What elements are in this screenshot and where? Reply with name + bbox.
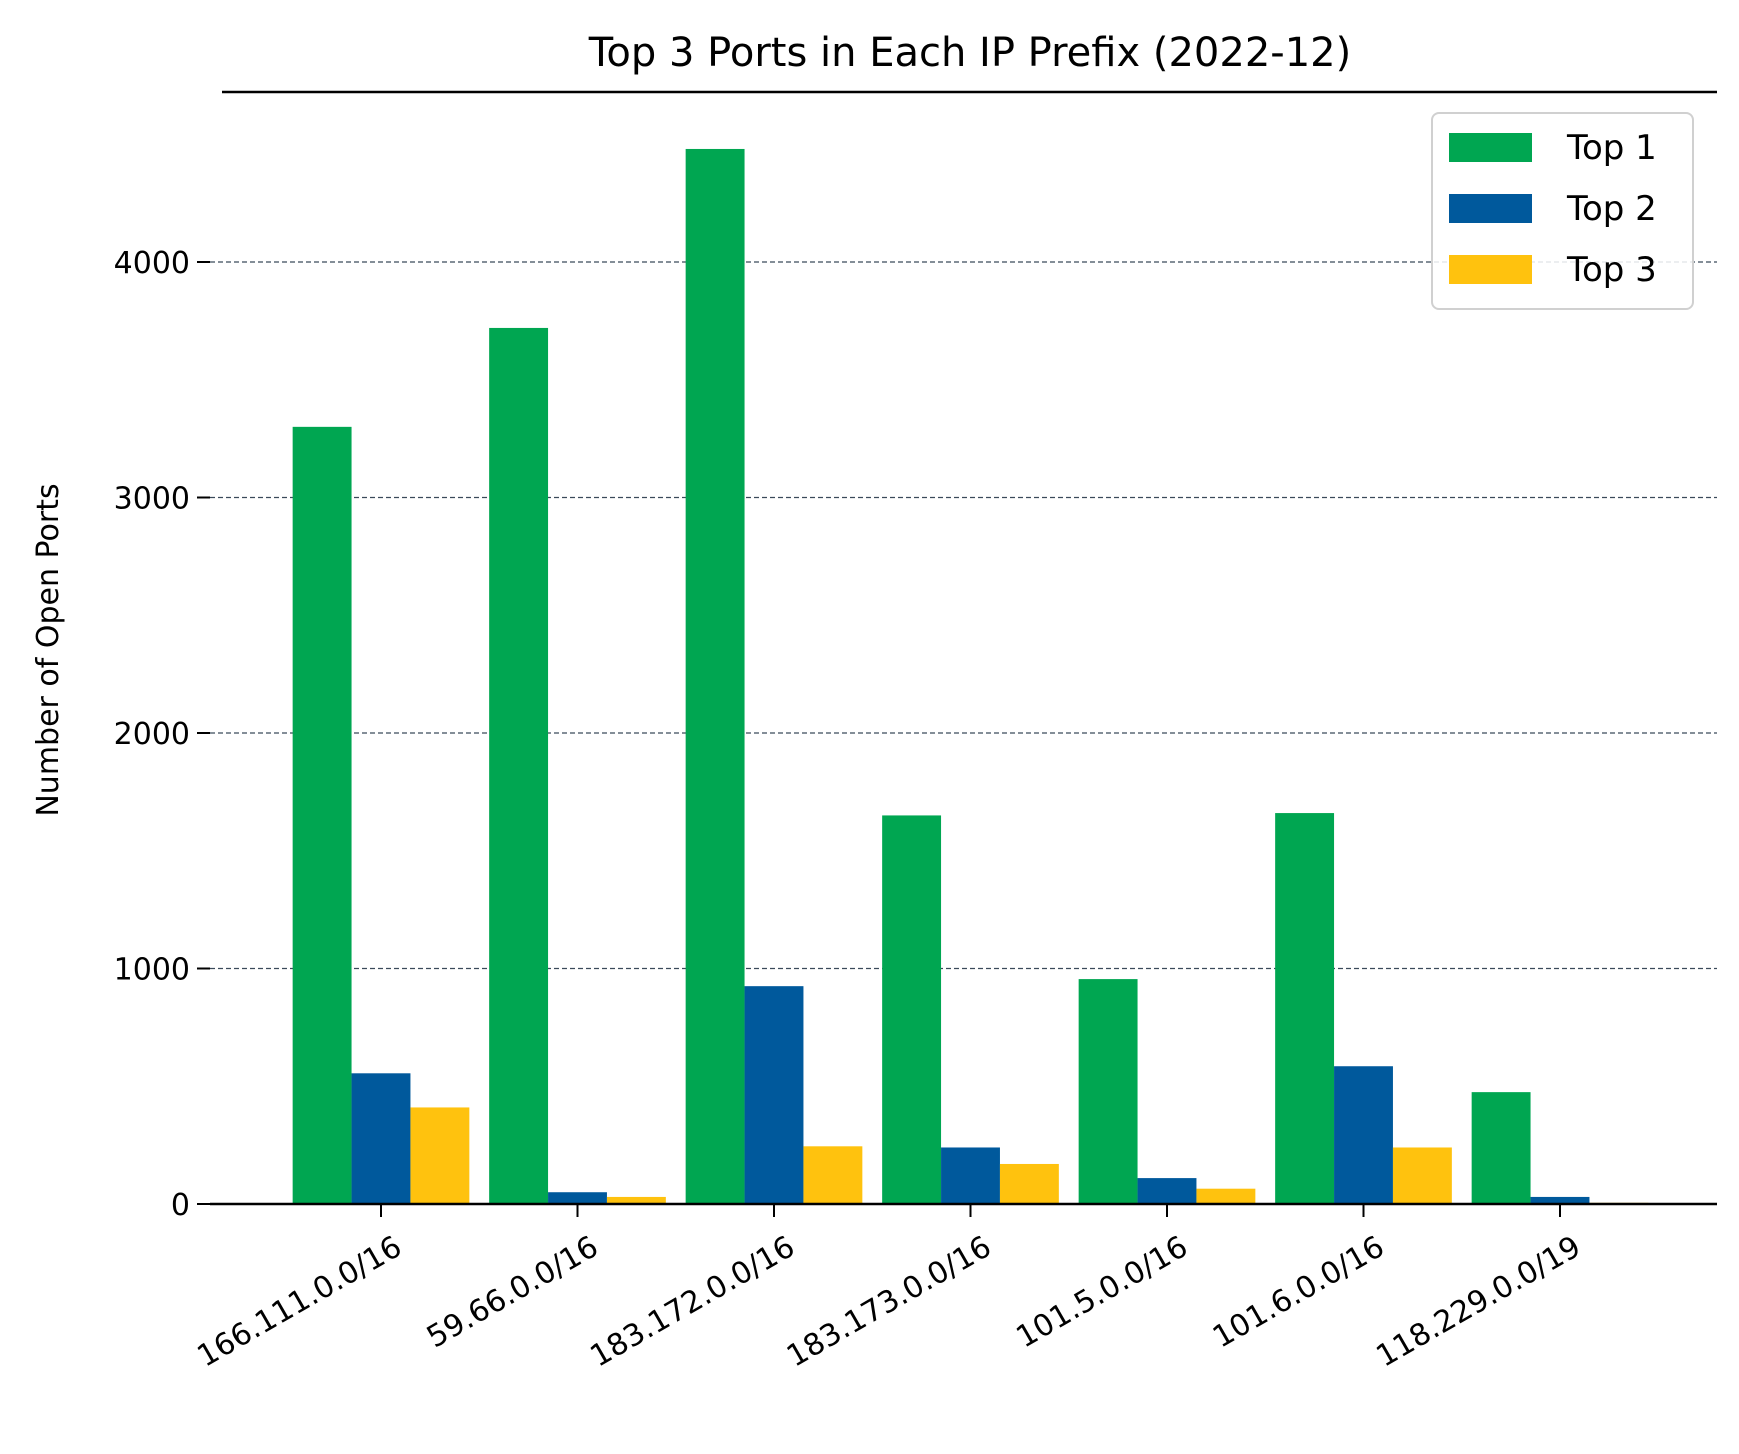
x-tick-label: 118.229.0.0/19 [1370,1229,1586,1374]
bar-top-3 [999,1163,1059,1204]
bar-top-1 [1275,813,1335,1204]
x-tick-label: 166.111.0.0/16 [191,1229,407,1374]
bar-top-1 [685,148,745,1205]
legend-label: Top 3 [1566,250,1657,290]
x-tick-label: 183.172.0.0/16 [584,1229,800,1374]
y-tick-label: 0 [171,1188,190,1223]
bar-top-1 [1471,1092,1531,1204]
y-tick-label: 4000 [114,246,190,281]
legend-label: Top 2 [1566,189,1657,229]
x-tick-label: 101.5.0.0/16 [1011,1229,1194,1355]
bar-top-2 [744,986,804,1204]
legend-swatch [1449,194,1532,223]
legend-label: Top 1 [1566,128,1657,168]
y-axis-label: Number of Open Ports [31,483,66,816]
x-tick-label: 183.173.0.0/16 [781,1229,997,1374]
bar-top-2 [1137,1178,1197,1204]
bar-top-3 [1196,1188,1256,1204]
bar-top-2 [1334,1066,1393,1204]
bar-top-3 [1392,1147,1452,1204]
legend: Top 1 Top 2 Top 3 [1431,112,1694,310]
bar-top-2 [548,1192,607,1204]
axis-layer: 0 1000 2000 3000 4000 166.111.0.0/16 59.66.0.0… [114,246,1717,1374]
bar-layer [292,148,1649,1205]
chart-title: Top 3 Ports in Each IP Prefix (2022-12) [588,30,1351,76]
bar-top-2 [351,1073,411,1204]
y-tick-label: 1000 [114,953,190,988]
x-tick-label: 101.6.0.0/16 [1207,1229,1390,1355]
y-tick-label: 3000 [114,482,190,517]
bar-top-3 [606,1196,666,1204]
bar-top-1 [882,815,942,1204]
grid-layer [210,261,1717,970]
bar-top-3 [410,1107,470,1204]
bar-top-1 [1078,979,1138,1204]
y-tick-label: 2000 [114,717,190,752]
x-tick-label: 59.66.0.0/16 [421,1229,604,1355]
bar-top-3 [803,1146,863,1204]
bar-top-1 [489,327,549,1204]
bar-top-1 [292,426,352,1205]
legend-swatch [1449,255,1532,284]
bar-top-2 [1530,1196,1590,1204]
legend-swatch [1449,133,1532,162]
bar-top-2 [941,1147,1000,1204]
